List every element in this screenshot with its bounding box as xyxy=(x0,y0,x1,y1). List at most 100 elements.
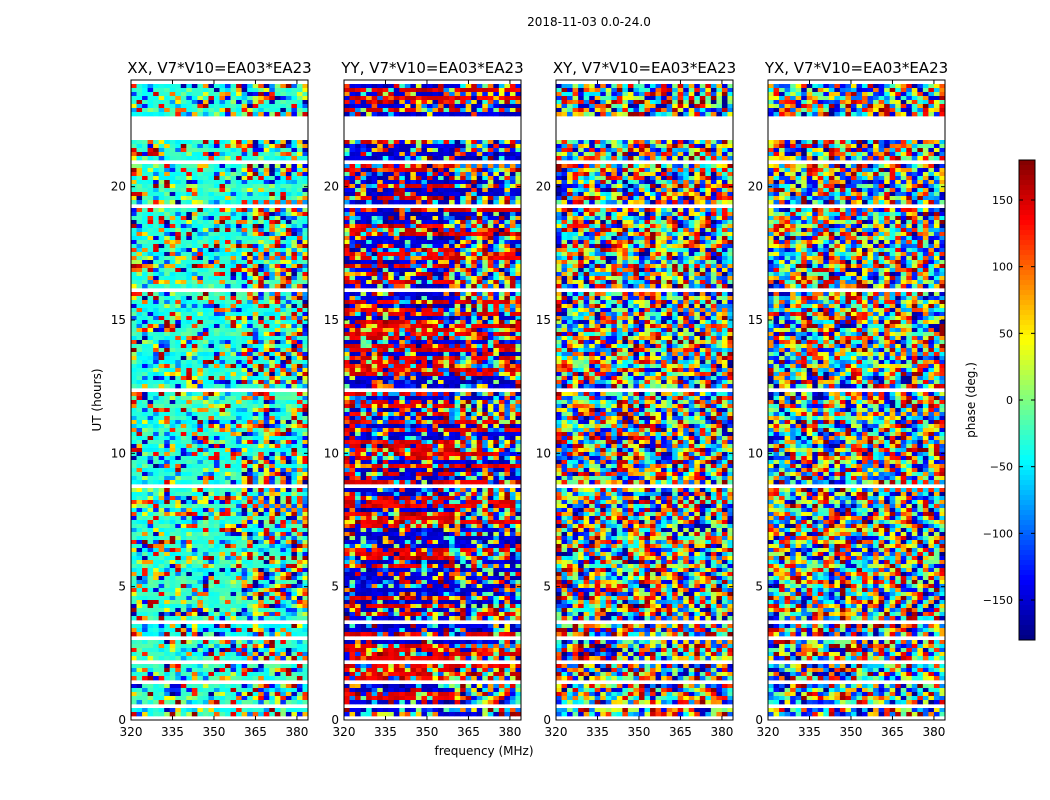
heatmap-cell xyxy=(349,100,356,105)
heatmap-cell xyxy=(197,192,204,197)
heatmap-cell xyxy=(153,420,160,425)
heatmap-cell xyxy=(202,676,209,681)
heatmap-cell xyxy=(158,520,165,525)
heatmap-cell xyxy=(349,156,356,161)
heatmap-cell xyxy=(197,624,204,629)
heatmap-cell xyxy=(175,328,182,333)
heatmap-cell xyxy=(296,676,303,681)
heatmap-cell xyxy=(247,380,254,385)
heatmap-cell xyxy=(258,96,265,101)
heatmap-cell xyxy=(247,504,254,509)
heatmap-cell xyxy=(225,380,231,385)
heatmap-cell xyxy=(225,564,231,569)
heatmap-cell xyxy=(153,220,160,225)
heatmap-cell xyxy=(291,604,298,609)
heatmap-cell xyxy=(153,524,160,529)
heatmap-cell xyxy=(202,588,209,593)
heatmap-cell xyxy=(258,628,265,633)
heatmap-cell xyxy=(366,144,373,149)
heatmap-cell xyxy=(236,552,242,557)
heatmap-cell xyxy=(263,692,270,697)
heatmap-cell xyxy=(164,588,171,593)
heatmap-cell xyxy=(285,668,292,673)
heatmap-cell xyxy=(202,304,209,309)
heatmap-cell xyxy=(280,500,287,505)
heatmap-cell xyxy=(274,88,281,93)
heatmap-cell xyxy=(142,180,148,185)
heatmap-cell xyxy=(158,440,165,445)
heatmap-cell xyxy=(454,144,461,149)
heatmap-cell xyxy=(213,396,220,401)
heatmap-cell xyxy=(236,360,242,365)
heatmap-cell xyxy=(404,92,411,97)
heatmap-cell xyxy=(158,592,165,597)
heatmap-cell xyxy=(147,244,154,249)
heatmap-cell xyxy=(236,212,242,217)
heatmap-cell xyxy=(142,304,148,309)
heatmap-cell xyxy=(487,148,494,153)
heatmap-cell xyxy=(147,576,154,581)
heatmap-cell xyxy=(208,144,215,149)
heatmap-cell xyxy=(274,476,281,481)
heatmap-cell xyxy=(258,508,265,513)
heatmap-cell xyxy=(263,176,270,181)
heatmap-cell xyxy=(153,580,160,585)
heatmap-cell xyxy=(131,684,137,689)
heatmap-cell xyxy=(147,556,154,561)
heatmap-cell xyxy=(263,304,270,309)
heatmap-cell xyxy=(158,524,165,529)
heatmap-cell xyxy=(202,480,209,485)
heatmap-cell xyxy=(252,508,259,513)
heatmap-cell xyxy=(247,616,254,621)
heatmap-cell xyxy=(252,536,259,541)
heatmap-cell xyxy=(169,560,176,565)
heatmap-cell xyxy=(296,568,303,573)
heatmap-cell xyxy=(236,588,242,593)
heatmap-cell xyxy=(158,412,165,417)
heatmap-cell xyxy=(355,84,361,89)
heatmap-cell xyxy=(225,612,231,617)
heatmap-cell xyxy=(247,664,254,669)
heatmap-cell xyxy=(197,324,204,329)
heatmap-cell xyxy=(169,104,176,109)
heatmap-cell xyxy=(180,100,187,105)
heatmap-cell xyxy=(302,528,309,533)
heatmap-cell xyxy=(208,424,215,429)
heatmap-cell xyxy=(241,628,248,633)
heatmap-cell xyxy=(487,84,494,89)
heatmap-cell xyxy=(164,468,171,473)
heatmap-cell xyxy=(302,440,309,445)
heatmap-cell xyxy=(252,360,259,365)
heatmap-cell xyxy=(147,372,154,377)
heatmap-cell xyxy=(197,304,204,309)
heatmap-cell xyxy=(258,356,265,361)
heatmap-cell xyxy=(219,572,226,577)
heatmap-cell xyxy=(236,380,242,385)
heatmap-cell xyxy=(191,380,198,385)
heatmap-cell xyxy=(213,712,220,717)
heatmap-cell xyxy=(164,228,171,233)
heatmap-cell xyxy=(280,568,287,573)
heatmap-cell xyxy=(241,516,248,521)
heatmap-cell xyxy=(142,564,148,569)
heatmap-cell xyxy=(230,424,237,429)
heatmap-cell xyxy=(147,460,154,465)
heatmap-cell xyxy=(169,648,176,653)
heatmap-cell xyxy=(208,556,215,561)
heatmap-cell xyxy=(236,516,242,521)
heatmap-cell xyxy=(269,316,276,321)
heatmap-cell xyxy=(186,572,193,577)
heatmap-cell xyxy=(230,408,237,413)
heatmap-cell xyxy=(142,672,148,677)
heatmap-cell xyxy=(258,632,265,637)
heatmap-cell xyxy=(164,200,171,205)
heatmap-cell xyxy=(263,332,270,337)
heatmap-cell xyxy=(291,100,298,105)
heatmap-cell xyxy=(136,688,143,693)
heatmap-cell xyxy=(164,580,171,585)
heatmap-cell xyxy=(175,648,182,653)
heatmap-cell xyxy=(219,452,226,457)
heatmap-cell xyxy=(219,548,226,553)
heatmap-cell xyxy=(291,692,298,697)
heatmap-cell xyxy=(197,664,204,669)
